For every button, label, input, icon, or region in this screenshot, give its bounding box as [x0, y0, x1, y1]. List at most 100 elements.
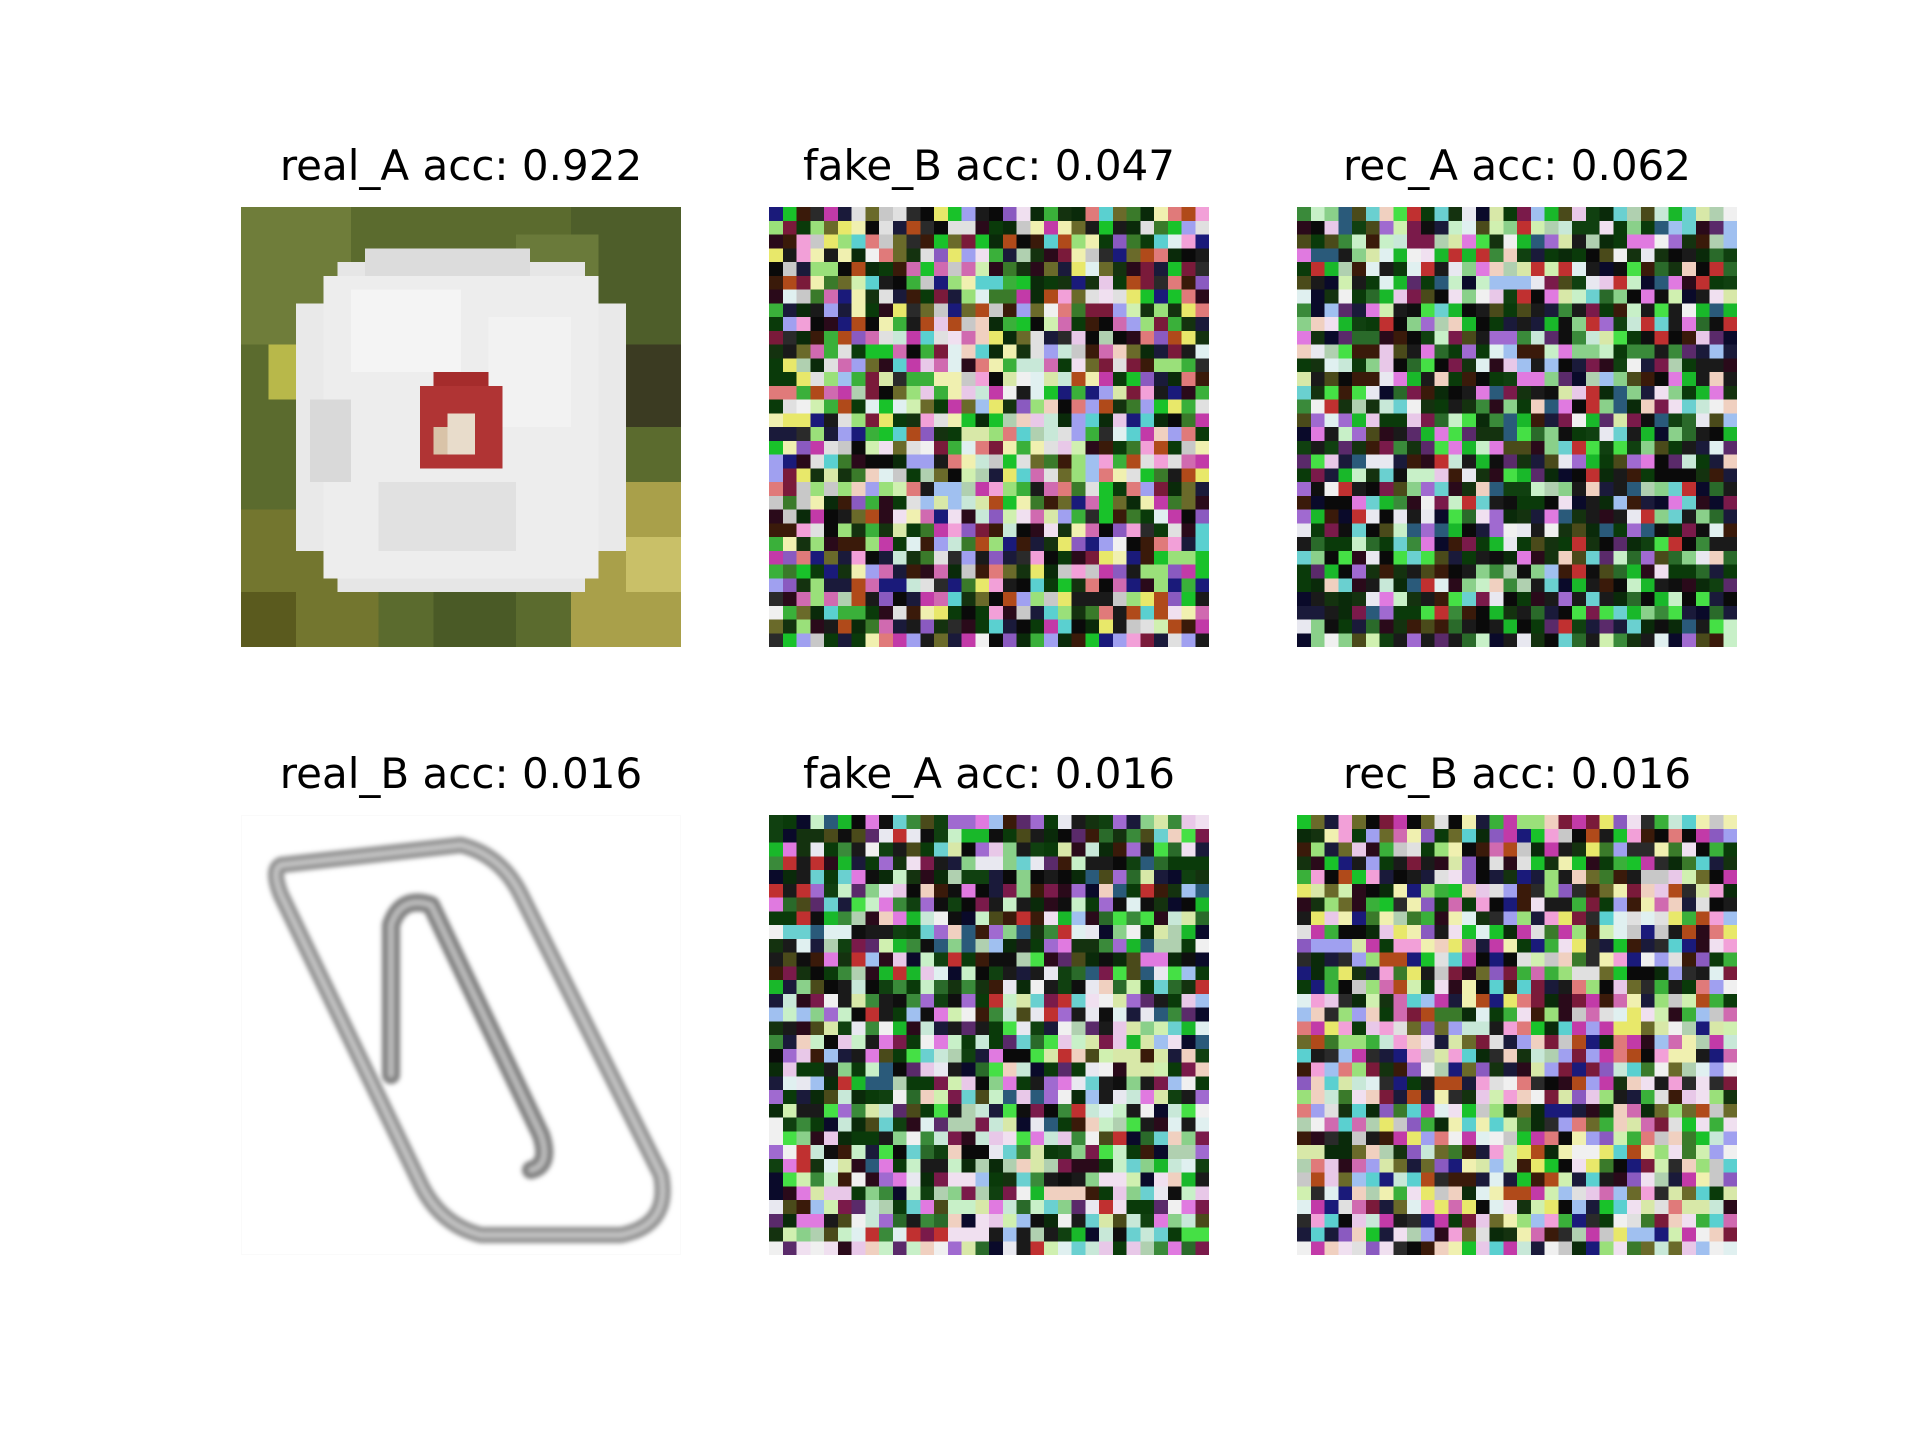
pixel	[920, 1076, 934, 1090]
pixel	[1462, 331, 1476, 345]
pixel	[1558, 455, 1572, 469]
pixel	[879, 815, 893, 829]
pixel	[934, 1104, 948, 1118]
pixel	[1140, 551, 1154, 565]
pixel	[1380, 427, 1394, 441]
pixel	[1140, 633, 1154, 647]
pixel	[1545, 455, 1559, 469]
pixel	[1113, 1214, 1127, 1228]
pixel	[1668, 966, 1682, 980]
panel-title: fake_A acc: 0.016	[769, 749, 1209, 799]
pixel	[948, 386, 962, 400]
pixel	[1311, 1021, 1325, 1035]
pixel	[1545, 620, 1559, 634]
pixel	[1030, 413, 1044, 427]
pixel	[1545, 468, 1559, 482]
pixel	[1545, 966, 1559, 980]
pixel	[1627, 843, 1641, 857]
pixel	[934, 235, 948, 249]
pixel	[1407, 606, 1421, 620]
pixel	[810, 815, 824, 829]
pixel	[1044, 303, 1058, 317]
pixel	[1407, 565, 1421, 579]
pixel	[1531, 565, 1545, 579]
pixel	[1058, 482, 1072, 496]
pixel	[1297, 620, 1311, 634]
pixel	[1558, 606, 1572, 620]
pixel	[1072, 815, 1086, 829]
pixel	[1072, 966, 1086, 980]
pixel	[1393, 829, 1407, 843]
pixel	[1600, 1186, 1614, 1200]
pixel	[1613, 427, 1627, 441]
pixel	[1435, 468, 1449, 482]
pixel	[1545, 1241, 1559, 1255]
pixel	[783, 345, 797, 359]
pixel	[1380, 235, 1394, 249]
pixel	[810, 1214, 824, 1228]
pixel	[1407, 400, 1421, 414]
pixel	[865, 427, 879, 441]
pixel	[948, 911, 962, 925]
pixel	[934, 925, 948, 939]
pixel	[1448, 1186, 1462, 1200]
pixel	[1195, 829, 1209, 843]
pixel	[1435, 276, 1449, 290]
pixel	[893, 966, 907, 980]
pixel	[1044, 482, 1058, 496]
pixel	[920, 1049, 934, 1063]
pixel	[1668, 303, 1682, 317]
pixel	[1503, 843, 1517, 857]
pixel	[934, 1118, 948, 1132]
pixel	[1517, 1145, 1531, 1159]
pixel	[824, 939, 838, 953]
pixel	[1168, 235, 1182, 249]
pixel	[975, 468, 989, 482]
pixel	[1325, 1145, 1339, 1159]
pixel	[1476, 482, 1490, 496]
pixel	[783, 884, 797, 898]
pixel	[1113, 1063, 1127, 1077]
pixel	[1195, 372, 1209, 386]
pixel	[1325, 1021, 1339, 1035]
pixel	[879, 358, 893, 372]
pixel	[989, 898, 1003, 912]
pixel	[907, 898, 921, 912]
pixel	[1558, 911, 1572, 925]
pixel	[1462, 1118, 1476, 1132]
pixel	[1072, 537, 1086, 551]
pixel	[1476, 633, 1490, 647]
pixel	[1723, 1131, 1737, 1145]
pixel	[1140, 565, 1154, 579]
pixel	[1572, 386, 1586, 400]
pixel	[1572, 248, 1586, 262]
pixel	[797, 953, 811, 967]
pixel	[824, 884, 838, 898]
pixel	[810, 898, 824, 912]
pixel	[1030, 317, 1044, 331]
pixel	[1338, 482, 1352, 496]
pixel	[1366, 856, 1380, 870]
pixel	[1572, 633, 1586, 647]
pixel	[1435, 829, 1449, 843]
pixel	[962, 331, 976, 345]
pixel	[1154, 1131, 1168, 1145]
pixel	[1613, 939, 1627, 953]
pixel	[1058, 633, 1072, 647]
pixel	[852, 911, 866, 925]
pixel	[934, 1090, 948, 1104]
pixel	[1572, 551, 1586, 565]
pixel	[1655, 248, 1669, 262]
pixel	[907, 551, 921, 565]
pixel	[934, 455, 948, 469]
pixel	[1462, 235, 1476, 249]
pixel	[1338, 262, 1352, 276]
pixel	[920, 427, 934, 441]
pixel	[1030, 1035, 1044, 1049]
pixel	[810, 386, 824, 400]
pixel	[1682, 482, 1696, 496]
pixel	[1072, 829, 1086, 843]
pixel	[920, 980, 934, 994]
pixel	[1338, 290, 1352, 304]
pixel	[1517, 290, 1531, 304]
